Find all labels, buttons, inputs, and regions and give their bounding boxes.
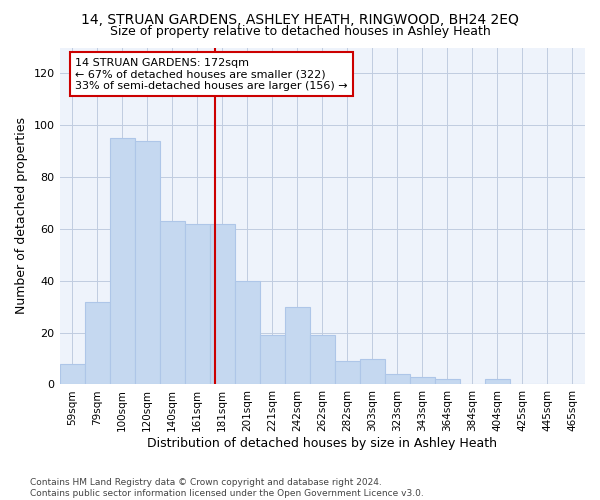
Bar	[310, 335, 335, 384]
X-axis label: Distribution of detached houses by size in Ashley Heath: Distribution of detached houses by size …	[147, 437, 497, 450]
Bar	[134, 141, 160, 384]
Bar	[160, 221, 185, 384]
Bar	[360, 358, 385, 384]
Bar	[285, 306, 310, 384]
Bar	[335, 361, 360, 384]
Bar	[485, 380, 510, 384]
Bar	[85, 302, 110, 384]
Bar	[110, 138, 134, 384]
Bar	[235, 281, 260, 384]
Y-axis label: Number of detached properties: Number of detached properties	[15, 118, 28, 314]
Bar	[185, 224, 209, 384]
Text: 14, STRUAN GARDENS, ASHLEY HEATH, RINGWOOD, BH24 2EQ: 14, STRUAN GARDENS, ASHLEY HEATH, RINGWO…	[81, 12, 519, 26]
Text: 14 STRUAN GARDENS: 172sqm
← 67% of detached houses are smaller (322)
33% of semi: 14 STRUAN GARDENS: 172sqm ← 67% of detac…	[76, 58, 348, 91]
Bar	[209, 224, 235, 384]
Text: Contains HM Land Registry data © Crown copyright and database right 2024.
Contai: Contains HM Land Registry data © Crown c…	[30, 478, 424, 498]
Bar	[435, 380, 460, 384]
Bar	[260, 335, 285, 384]
Bar	[385, 374, 410, 384]
Bar	[59, 364, 85, 384]
Bar	[410, 376, 435, 384]
Text: Size of property relative to detached houses in Ashley Heath: Size of property relative to detached ho…	[110, 25, 490, 38]
